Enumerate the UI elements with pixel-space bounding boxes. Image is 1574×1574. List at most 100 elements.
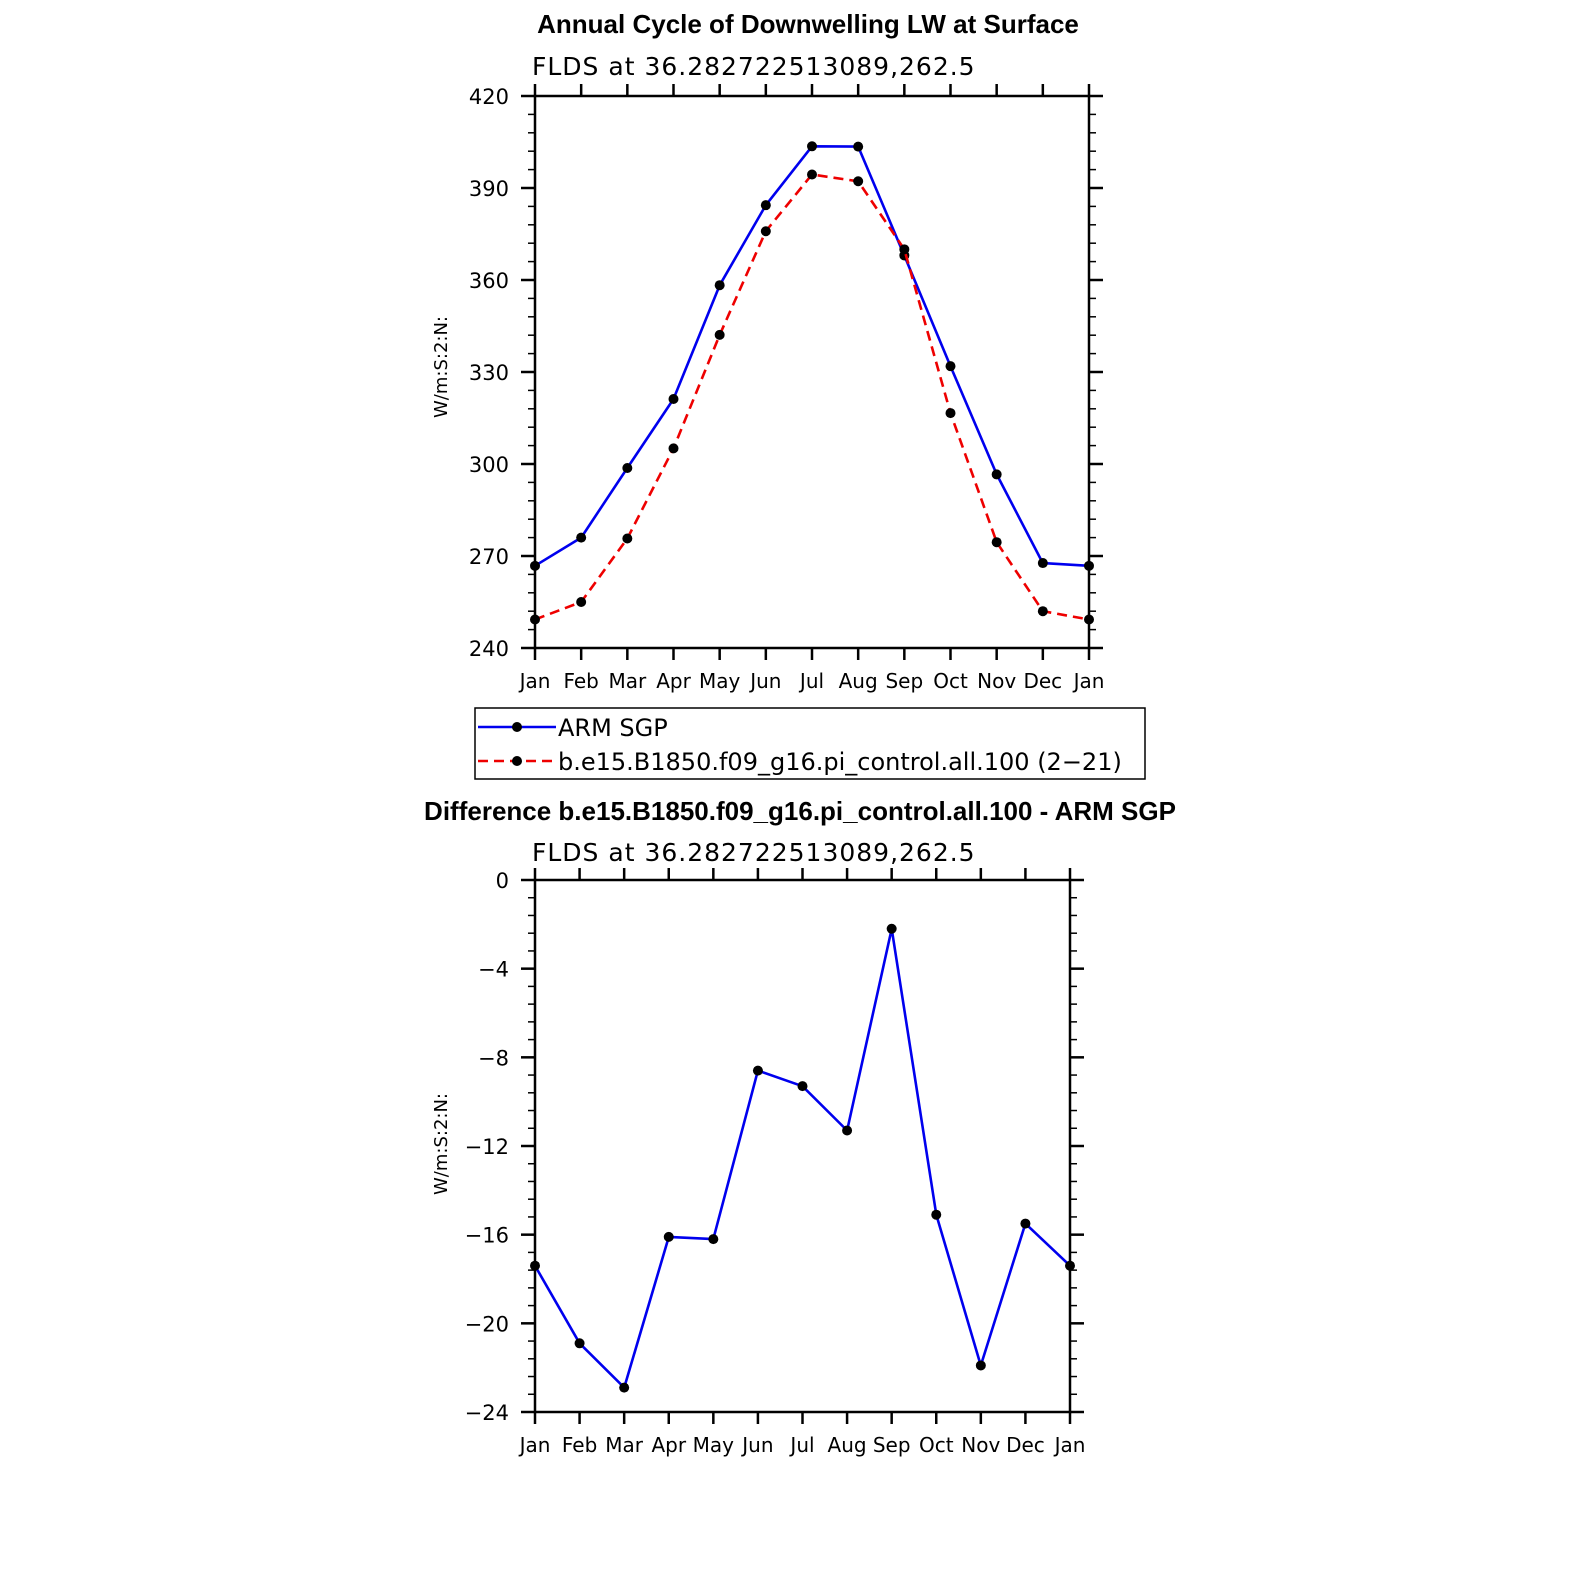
data-point: [530, 560, 540, 571]
data-point: [1037, 606, 1048, 617]
x-tick-label: Jun: [748, 669, 781, 693]
x-tick-label: Mar: [605, 1433, 644, 1457]
data-point: [797, 1081, 808, 1092]
x-tick-label: Nov: [961, 1433, 1000, 1457]
data-point: [1020, 1218, 1031, 1229]
data-point: [574, 1338, 585, 1349]
x-tick-label: Sep: [873, 1433, 911, 1457]
data-point: [853, 176, 864, 187]
data-point: [668, 393, 679, 404]
x-tick-label: Jul: [788, 1433, 814, 1457]
axes: Jan Feb Mar Apr May Jun Jul Aug Sep Oct Nov Dec Jan 2…: [469, 84, 1105, 693]
data-point: [530, 614, 540, 625]
y-tick-label: 390: [469, 177, 509, 201]
annual-cycle-panel: Annual Cycle of Downwelling LW at Surfac…: [431, 9, 1104, 693]
x-tick-label: Feb: [562, 1433, 597, 1457]
legend-label-arm: ARM SGP: [558, 714, 668, 742]
data-point: [760, 200, 771, 211]
series-line: [533, 927, 1071, 1389]
data-point: [708, 1234, 719, 1245]
x-tick-label: Aug: [839, 669, 878, 693]
y-tick-label: −12: [465, 1135, 509, 1159]
y-tick-label: 420: [469, 85, 509, 109]
plot-frame: [533, 878, 1072, 1414]
data-point: [576, 532, 587, 543]
data-point: [886, 923, 897, 934]
series-line: [534, 173, 1090, 621]
x-tick-label: Apr: [651, 1433, 686, 1457]
series-line: [534, 145, 1090, 568]
series-layer: [530, 141, 1094, 625]
series-layer: [530, 923, 1075, 1393]
x-tick-label: Jan: [518, 669, 551, 693]
chart-subtitle: FLDS at 36.282722513089,262.5: [532, 52, 976, 81]
y-tick-label: −24: [465, 1401, 509, 1425]
data-point: [1037, 558, 1048, 569]
data-point: [899, 244, 910, 255]
chart-subtitle: FLDS at 36.282722513089,262.5: [532, 838, 976, 867]
y-tick-label: 330: [469, 361, 509, 385]
y-tick-label: 240: [469, 637, 509, 661]
data-point: [807, 169, 817, 180]
legend-marker-arm: [512, 722, 522, 732]
data-point: [945, 361, 956, 372]
x-tick-label: Oct: [933, 669, 968, 693]
y-tick-label: −20: [465, 1312, 509, 1336]
y-tick-label: 360: [469, 269, 509, 293]
x-tick-label: Jan: [518, 1433, 551, 1457]
x-tick-label: Dec: [1023, 669, 1062, 693]
x-tick-label: Jan: [1072, 669, 1105, 693]
data-point: [991, 537, 1002, 548]
y-tick-label: −16: [465, 1224, 509, 1248]
data-point: [714, 329, 725, 340]
data-point: [975, 1360, 986, 1371]
data-point: [752, 1065, 763, 1076]
x-tick-label: Sep: [885, 669, 923, 693]
x-tick-label: Feb: [563, 669, 598, 693]
data-point: [760, 226, 771, 237]
x-tick-label: Dec: [1006, 1433, 1045, 1457]
data-point: [853, 141, 864, 152]
axes: Jan Feb Mar Apr May Jun Jul Aug Sep Oct Nov Dec Jan 0…: [465, 868, 1086, 1457]
data-point: [945, 408, 956, 419]
x-tick-label: Apr: [656, 669, 691, 693]
x-tick-label: Aug: [828, 1433, 867, 1457]
legend: ARM SGP b.e15.B1850.f09_g16.pi_control.a…: [474, 707, 1146, 780]
x-tick-label: Jun: [740, 1433, 773, 1457]
y-tick-label: 270: [469, 545, 509, 569]
data-point: [931, 1209, 942, 1220]
x-tick-label: Jul: [798, 669, 824, 693]
x-tick-label: Nov: [977, 669, 1016, 693]
y-tick-label: −4: [478, 958, 509, 982]
data-point: [1084, 560, 1094, 571]
y-tick-label: −8: [478, 1046, 509, 1070]
data-point: [576, 597, 587, 607]
data-point: [530, 1260, 540, 1271]
y-axis-label: W/m:S:2:N:: [431, 1093, 452, 1195]
data-point: [991, 469, 1002, 480]
data-point: [619, 1382, 630, 1393]
chart-title: Difference b.e15.B1850.f09_g16.pi_contro…: [424, 796, 1176, 826]
x-tick-label: May: [699, 669, 741, 693]
data-point: [842, 1125, 853, 1136]
difference-panel: Difference b.e15.B1850.f09_g16.pi_contro…: [424, 796, 1176, 1457]
chart-title: Annual Cycle of Downwelling LW at Surfac…: [537, 9, 1079, 39]
x-tick-label: Oct: [919, 1433, 954, 1457]
legend-label-model: b.e15.B1850.f09_g16.pi_control.all.100 (…: [558, 748, 1122, 776]
legend-marker-model: [512, 756, 522, 766]
x-tick-label: May: [693, 1433, 735, 1457]
legend-box: [474, 707, 1146, 780]
x-tick-label: Mar: [608, 669, 647, 693]
x-tick-label: Jan: [1053, 1433, 1086, 1457]
data-point: [1084, 614, 1094, 625]
data-point: [714, 280, 725, 291]
data-point: [807, 141, 817, 152]
data-point: [622, 462, 633, 473]
data-point: [663, 1231, 674, 1242]
data-point: [1065, 1260, 1075, 1271]
data-point: [622, 533, 633, 544]
y-tick-label: 0: [496, 869, 509, 893]
y-tick-label: 300: [469, 453, 509, 477]
y-axis-label: W/m:S:2:N:: [431, 316, 452, 418]
